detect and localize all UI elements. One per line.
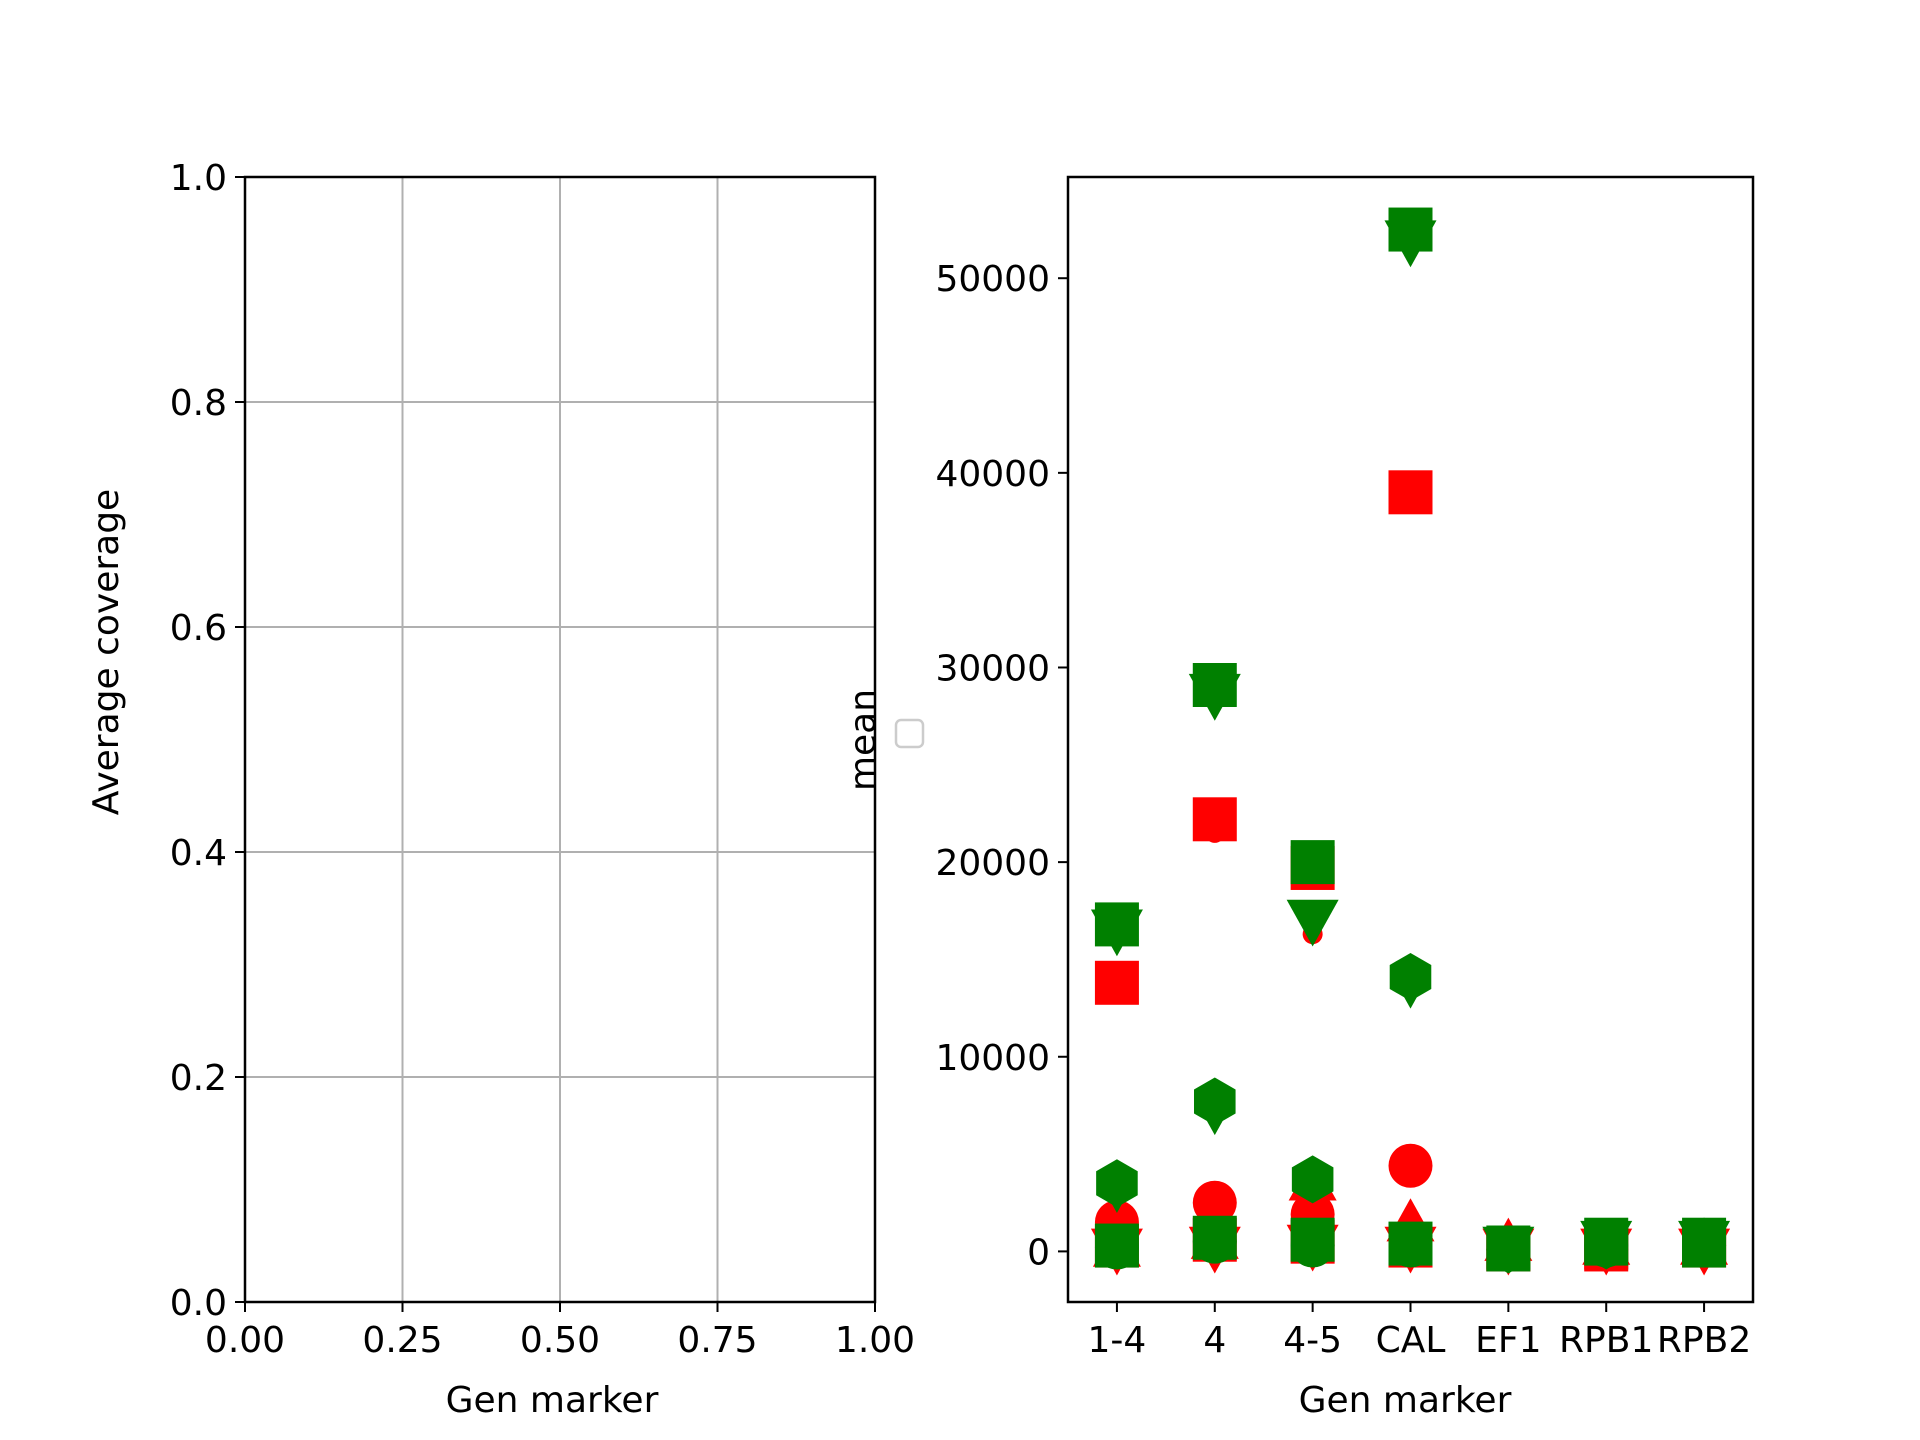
data-point-hexagon [1291,1155,1334,1204]
right-y-tick-label: 30000 [935,648,1050,689]
data-point-circle [1388,1223,1433,1268]
left-x-tick-label: 0.25 [362,1320,442,1361]
right-x-tick-label: RPB2 [1657,1320,1751,1361]
left-x-tick-label: 0.75 [677,1320,757,1361]
empty-legend-box [894,718,925,749]
data-point-circle [1486,1227,1531,1272]
right-x-tick-label: RPB1 [1559,1320,1653,1361]
data-point-circle [1290,1223,1335,1268]
left-y-tick-label: 0.8 [170,383,227,424]
left-x-tick-label: 1.00 [835,1320,915,1361]
data-point-circle [1192,1180,1237,1225]
left-y-tick-label: 0.6 [170,608,227,649]
left-y-tick-label: 0.2 [170,1058,227,1099]
right-y-tick-label: 20000 [935,843,1050,884]
data-point-triangle-down [1390,972,1431,1009]
right-x-axis-label: Gen marker [1299,1380,1512,1421]
data-point-square [1094,960,1139,1005]
right-y-tick-label: 40000 [935,454,1050,495]
data-point-circle [1388,1143,1433,1188]
right-y-tick-label: 0 [1027,1232,1050,1273]
data-point-square [1290,840,1335,885]
left-y-tick-label: 0.0 [170,1283,227,1324]
data-point-circle [1584,1223,1629,1268]
left-axes: 0.00 0.25 0.50 0.75 1.00 0.0 0.2 0.4 0.6 0.8 1.0 [170,158,915,1361]
right-x-tick-label: EF1 [1475,1320,1541,1361]
right-y-axis-label: mean [843,689,884,791]
right-x-tick-label: 1-4 [1088,1320,1147,1361]
data-point-square [1388,470,1433,515]
right-axes: 1-4 4 4-5 CAL EF1 RPB1 RPB2 0 10000 20000 30000 400… [935,175,1755,1361]
data-point-triangle-down [1286,899,1339,947]
right-axes-frame [1066,175,1755,1304]
data-point-circle [1682,1223,1727,1268]
right-x-tick-label: 4-5 [1283,1320,1342,1361]
data-point-circle [1192,1219,1237,1264]
data-point-triangle-down [1194,1099,1235,1136]
right-y-tick-label: 50000 [935,259,1050,300]
right-y-tick-label: 10000 [935,1038,1050,1079]
left-x-tick-label: 0.00 [205,1320,285,1361]
data-point-triangle-down [1096,1177,1137,1214]
data-point-square [1388,207,1433,252]
data-point-square [1192,663,1237,708]
right-x-tick-label: 4 [1203,1320,1226,1361]
left-y-axis-label: Average coverage [86,489,127,815]
left-y-tick-label: 0.4 [170,833,227,874]
data-point-circle [1094,1225,1139,1270]
left-axes-frame [243,175,877,1304]
data-point-square [1192,797,1237,842]
left-x-tick-label: 0.50 [520,1320,600,1361]
data-point-square [1094,902,1139,947]
scatter-points [1090,207,1731,1276]
left-x-axis-label: Gen marker [446,1380,659,1421]
left-y-tick-label: 1.0 [170,158,227,199]
right-x-tick-label: CAL [1376,1320,1446,1361]
